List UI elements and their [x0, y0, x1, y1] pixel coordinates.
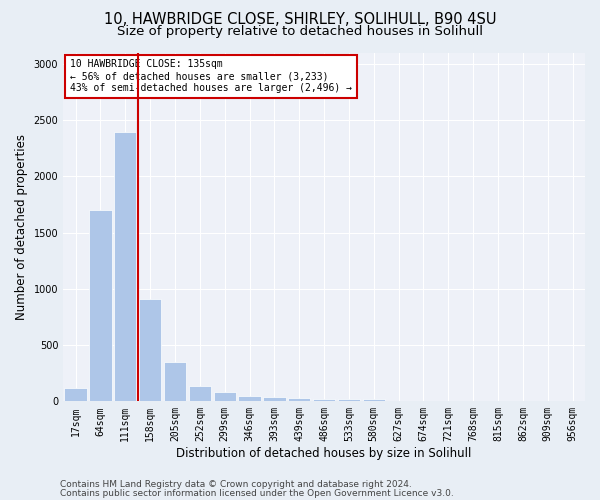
Bar [89, 210, 112, 402]
Bar [214, 392, 236, 402]
Bar [313, 399, 335, 402]
Text: 10 HAWBRIDGE CLOSE: 135sqm
← 56% of detached houses are smaller (3,233)
43% of s: 10 HAWBRIDGE CLOSE: 135sqm ← 56% of deta… [70, 60, 352, 92]
Bar [263, 398, 286, 402]
Y-axis label: Number of detached properties: Number of detached properties [15, 134, 28, 320]
Text: 10, HAWBRIDGE CLOSE, SHIRLEY, SOLIHULL, B90 4SU: 10, HAWBRIDGE CLOSE, SHIRLEY, SOLIHULL, … [104, 12, 496, 28]
Text: Contains public sector information licensed under the Open Government Licence v3: Contains public sector information licen… [60, 489, 454, 498]
Text: Size of property relative to detached houses in Solihull: Size of property relative to detached ho… [117, 25, 483, 38]
Bar [362, 398, 385, 402]
Text: Contains HM Land Registry data © Crown copyright and database right 2024.: Contains HM Land Registry data © Crown c… [60, 480, 412, 489]
Bar [164, 362, 186, 402]
Bar [139, 299, 161, 402]
Bar [114, 132, 136, 402]
Bar [64, 388, 87, 402]
Bar [238, 396, 261, 402]
Bar [288, 398, 310, 402]
X-axis label: Distribution of detached houses by size in Solihull: Distribution of detached houses by size … [176, 447, 472, 460]
Bar [188, 386, 211, 402]
Bar [338, 399, 360, 402]
